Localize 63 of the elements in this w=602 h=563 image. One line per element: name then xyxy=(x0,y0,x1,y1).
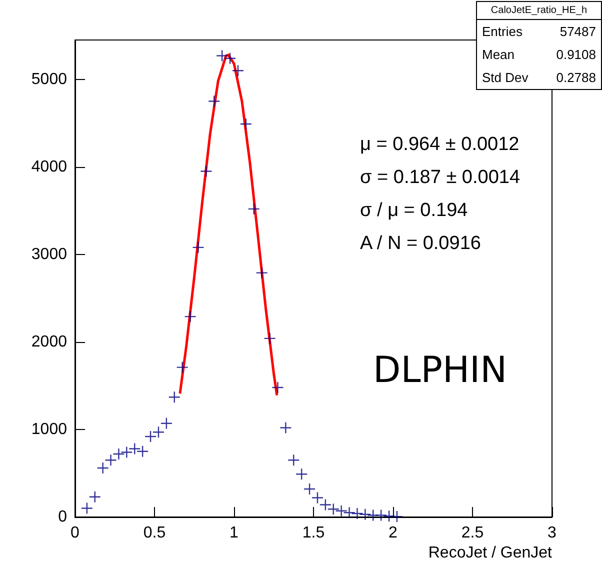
point xyxy=(351,507,364,520)
point xyxy=(295,468,308,480)
point xyxy=(288,454,300,466)
point xyxy=(200,165,212,178)
x-tick-label: 0.5 xyxy=(143,524,166,542)
y-tick-label: 5000 xyxy=(31,70,68,88)
point xyxy=(374,509,388,522)
point xyxy=(160,417,173,430)
text: 0.9108 xyxy=(556,47,596,62)
point xyxy=(96,462,109,474)
point xyxy=(128,442,141,455)
point xyxy=(120,446,133,458)
point xyxy=(216,50,228,62)
annotation: μ = 0.964 ± 0.0012 xyxy=(360,133,520,157)
point xyxy=(382,510,396,522)
y-tick-label: 2000 xyxy=(31,333,68,350)
point xyxy=(80,502,94,514)
point xyxy=(224,52,236,64)
point xyxy=(208,95,220,108)
y-tick-label: 1000 xyxy=(31,420,68,438)
point xyxy=(303,482,316,496)
y-tick-label: 0 xyxy=(58,508,68,526)
point xyxy=(136,445,149,458)
annotation: σ / μ = 0.194 xyxy=(360,199,469,223)
x-tick-label: 1.5 xyxy=(302,524,325,542)
point xyxy=(112,448,125,460)
point xyxy=(256,266,268,279)
y-tick-label: 4000 xyxy=(31,158,68,176)
point xyxy=(168,390,180,404)
annotation: DLPHIN xyxy=(373,350,508,391)
point xyxy=(232,64,244,77)
point xyxy=(359,508,372,520)
point xyxy=(343,506,356,519)
x-axis-title: RecoJet / GenJet xyxy=(428,544,553,562)
text: 0.2788 xyxy=(556,70,596,85)
point xyxy=(280,422,292,434)
annotation: A / N = 0.0916 xyxy=(360,232,482,256)
x-tick-label: 0 xyxy=(70,524,80,542)
annotation: Std Dev xyxy=(482,70,528,85)
point xyxy=(335,504,348,517)
point xyxy=(390,510,404,523)
text: 57487 xyxy=(560,24,596,39)
point xyxy=(184,310,196,323)
point xyxy=(104,454,117,466)
point xyxy=(176,361,188,374)
point xyxy=(152,426,165,438)
point xyxy=(144,430,157,443)
point xyxy=(240,118,252,130)
x-tick-label: 2.5 xyxy=(461,524,484,542)
point xyxy=(88,490,101,503)
point xyxy=(264,332,276,345)
point xyxy=(272,381,284,394)
text: CaloJetE_ratio_HE_h xyxy=(477,2,601,20)
line-series xyxy=(178,54,278,397)
point xyxy=(192,241,204,254)
point xyxy=(248,202,260,216)
x-tick-label: 1 xyxy=(230,524,239,542)
y-tick-label: 3000 xyxy=(31,246,68,263)
x-tick-label: 2 xyxy=(388,524,398,542)
annotation: Mean xyxy=(482,47,515,62)
x-tick-label: 3 xyxy=(548,524,557,542)
text: Entries xyxy=(482,24,522,39)
annotation: σ = 0.187 ± 0.0014 xyxy=(360,166,520,190)
